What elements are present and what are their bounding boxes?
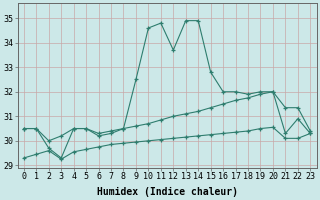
X-axis label: Humidex (Indice chaleur): Humidex (Indice chaleur) xyxy=(97,186,237,197)
